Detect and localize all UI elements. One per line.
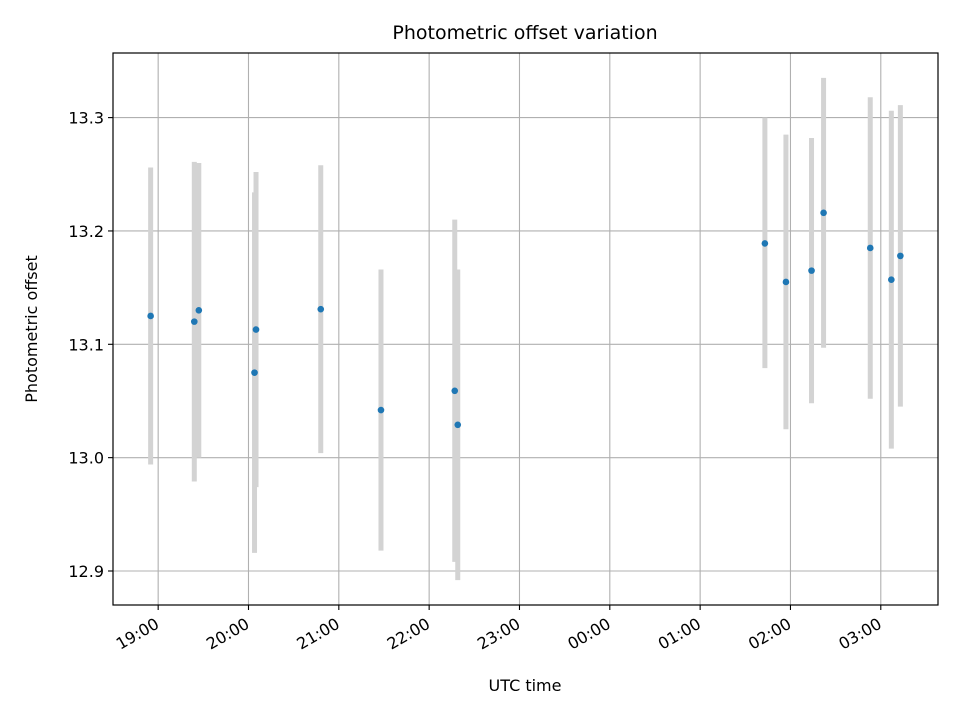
data-point (761, 240, 769, 247)
data-point (897, 252, 904, 260)
data-point (451, 387, 459, 395)
chart-title: Photometric offset variation (392, 22, 657, 44)
data-point (454, 421, 462, 429)
data-point (195, 306, 203, 314)
data-point (190, 318, 198, 325)
x-axis-label: UTC time (489, 676, 562, 695)
data-point (377, 406, 385, 414)
plot-area (113, 53, 938, 605)
plot-frame (112, 52, 939, 606)
data-point (820, 209, 827, 217)
data-point (251, 369, 258, 376)
y-tick-label: 13.0 (68, 449, 104, 468)
y-tick-label: 13.1 (68, 335, 104, 354)
y-axis-label: Photometric offset (22, 255, 41, 403)
data-point (866, 244, 874, 252)
data-point (808, 267, 815, 274)
data-point (782, 278, 790, 286)
y-tick-label: 12.9 (68, 562, 104, 581)
data-point (317, 305, 325, 313)
data-point (888, 276, 895, 283)
data-point (147, 312, 154, 320)
data-points (147, 209, 904, 429)
y-tick-label: 13.2 (68, 222, 104, 241)
y-tick-label: 13.3 (68, 109, 104, 128)
y-axis-ticks: 12.9 13.0 13.1 13.2 13.3 (68, 109, 113, 581)
grid (113, 53, 938, 605)
data-point (252, 326, 260, 333)
